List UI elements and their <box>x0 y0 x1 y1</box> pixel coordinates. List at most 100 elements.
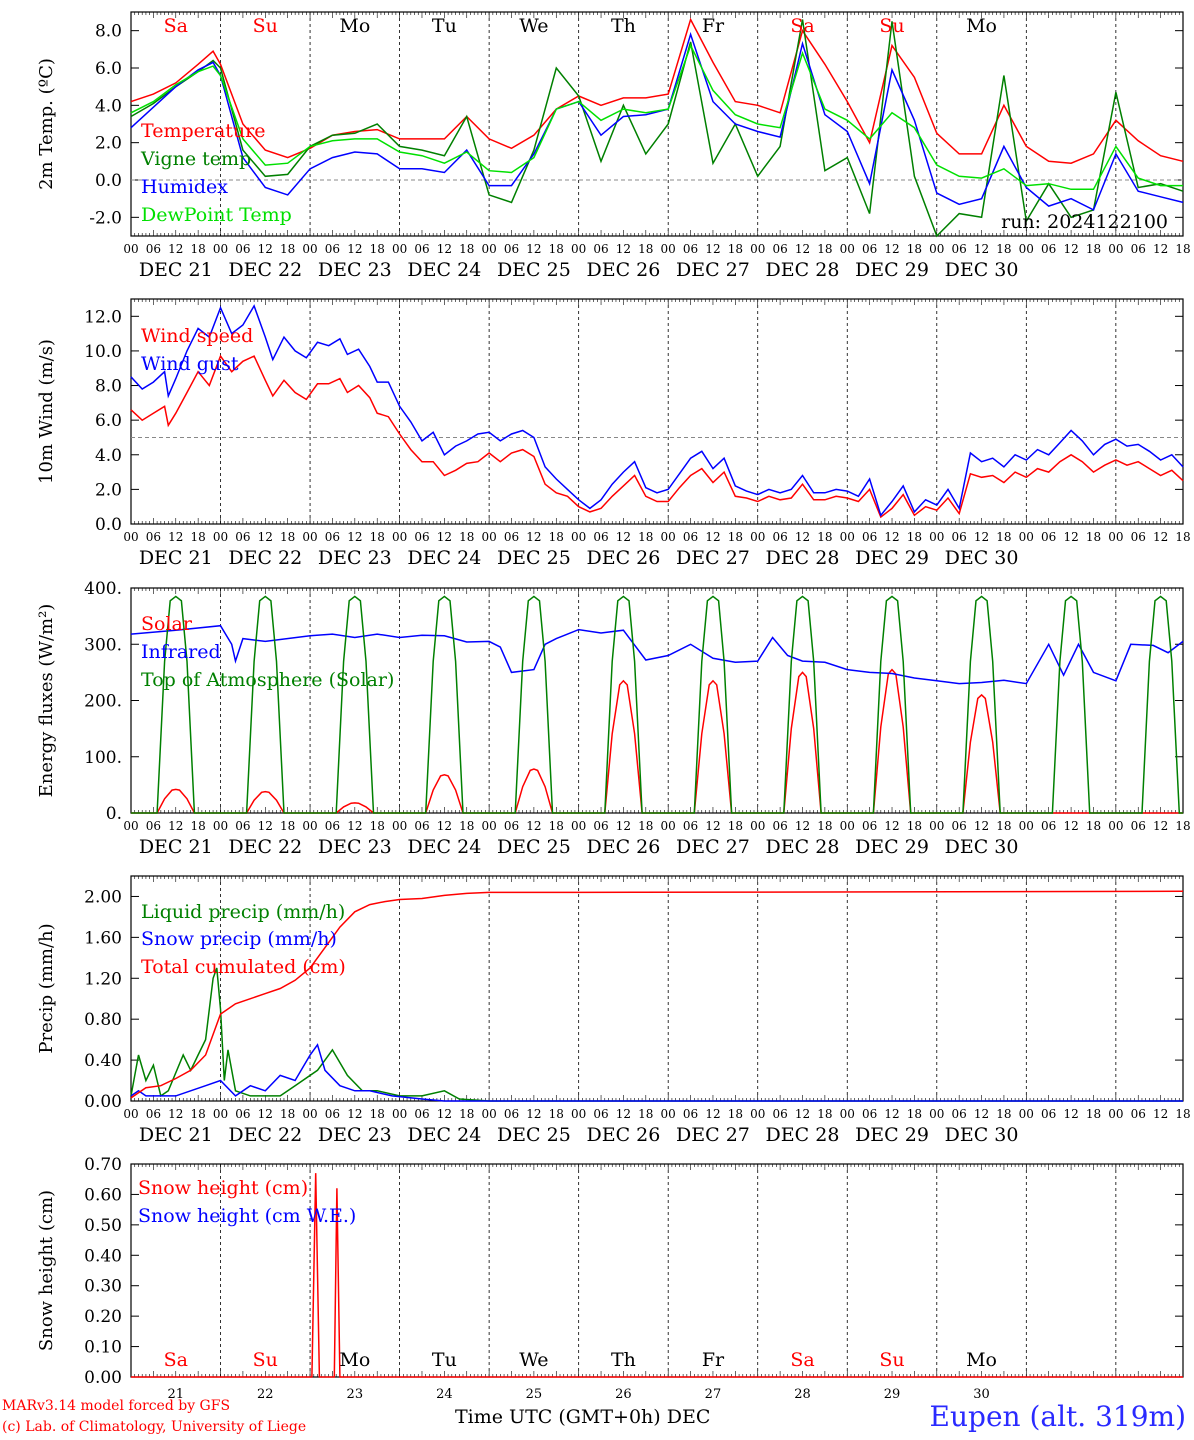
hour-tick-label: 00 <box>123 1107 138 1121</box>
legend-entry: Snow precip (mm/h) <box>141 928 337 950</box>
hour-tick-label: 12 <box>795 819 810 833</box>
hour-tick-label: 12 <box>705 819 720 833</box>
hour-tick-label: 06 <box>952 530 967 544</box>
y-axis-label: 2m Temp. (ºC) <box>36 58 57 190</box>
hour-tick-label: 00 <box>840 819 855 833</box>
series-line <box>130 354 1184 519</box>
series-line <box>130 19 1184 238</box>
date-label: DEC 21 <box>139 259 213 281</box>
hour-tick-label: 00 <box>481 242 496 256</box>
y-tick-label: 0.70 <box>84 1155 122 1175</box>
hour-tick-label: 12 <box>795 1107 810 1121</box>
y-tick-label: 10.0 <box>84 342 122 362</box>
hour-tick-label: 00 <box>661 1107 676 1121</box>
legend-entry: Total cumulated (cm) <box>141 956 346 978</box>
plot-frame <box>130 11 1184 237</box>
hour-tick-label: 12 <box>1153 242 1168 256</box>
date-label: DEC 22 <box>228 259 302 281</box>
hour-tick-label: 06 <box>862 242 877 256</box>
day-name-top: Sa <box>164 15 188 37</box>
y-tick-label: 0. <box>106 804 122 824</box>
hour-tick-label: 00 <box>302 242 317 256</box>
hour-tick-label: 06 <box>1041 1107 1056 1121</box>
hour-tick-label: 12 <box>258 1107 273 1121</box>
day-number: 30 <box>973 1387 990 1402</box>
y-tick-label: 0.80 <box>84 1010 122 1030</box>
hour-tick-label: 06 <box>235 1107 250 1121</box>
hour-tick-label: 12 <box>974 1107 989 1121</box>
hour-tick-label: 06 <box>862 1107 877 1121</box>
hour-tick-label: 00 <box>1019 530 1034 544</box>
date-label: DEC 26 <box>586 836 660 858</box>
y-tick-label: 0.00 <box>84 1092 122 1112</box>
y-tick-label: 8.0 <box>95 22 122 42</box>
hour-tick-label: 12 <box>974 530 989 544</box>
hour-tick-label: 06 <box>414 1107 429 1121</box>
hour-tick-label: 00 <box>481 819 496 833</box>
hour-tick-label: 06 <box>683 530 698 544</box>
day-name-top: Tu <box>432 15 457 37</box>
date-label: DEC 22 <box>228 836 302 858</box>
hour-tick-label: 06 <box>325 819 340 833</box>
hour-tick-label: 00 <box>213 1107 228 1121</box>
day-number: 27 <box>705 1387 722 1402</box>
hour-tick-label: 18 <box>1175 242 1190 256</box>
hour-tick-label: 18 <box>280 530 295 544</box>
date-label: DEC 28 <box>766 547 840 569</box>
hour-tick-label: 06 <box>1131 819 1146 833</box>
hour-tick-label: 06 <box>593 1107 608 1121</box>
series-line <box>131 1173 1183 1378</box>
day-number: 29 <box>884 1387 901 1402</box>
legend-entry: Wind gust <box>141 353 239 375</box>
hour-tick-label: 00 <box>392 1107 407 1121</box>
hour-tick-label: 06 <box>593 530 608 544</box>
hour-tick-label: 00 <box>661 530 676 544</box>
y-tick-label: 1.20 <box>84 969 122 989</box>
y-tick-label: 0.10 <box>84 1338 122 1358</box>
date-label: DEC 25 <box>497 1124 571 1146</box>
hour-tick-label: 12 <box>258 242 273 256</box>
hour-tick-label: 12 <box>1063 1107 1078 1121</box>
hour-tick-label: 12 <box>437 242 452 256</box>
hour-tick-label: 06 <box>325 242 340 256</box>
series-line <box>130 304 1184 517</box>
hour-tick-label: 06 <box>593 819 608 833</box>
hour-tick-label: 12 <box>795 242 810 256</box>
hour-tick-label: 00 <box>929 819 944 833</box>
y-tick-label: 400. <box>84 579 122 599</box>
hour-tick-label: 12 <box>347 1107 362 1121</box>
hour-tick-label: 18 <box>638 1107 653 1121</box>
day-name-bottom: Su <box>253 1349 278 1371</box>
hour-tick-label: 18 <box>817 819 832 833</box>
series-line <box>131 595 1183 814</box>
hour-tick-label: 18 <box>996 242 1011 256</box>
date-label: DEC 23 <box>318 1124 392 1146</box>
hour-tick-label: 18 <box>549 530 564 544</box>
y-axis-label: Precip (mm/h) <box>36 923 57 1053</box>
series-line <box>130 967 1183 1102</box>
legend-entry: Vigne temp <box>140 148 251 170</box>
hour-tick-label: 00 <box>1019 819 1034 833</box>
date-label: DEC 23 <box>318 547 392 569</box>
date-label: DEC 28 <box>766 259 840 281</box>
hour-tick-label: 12 <box>526 819 541 833</box>
plot-frame <box>130 298 1184 525</box>
hour-tick-label: 12 <box>705 242 720 256</box>
series-line <box>130 890 1184 1099</box>
hour-tick-label: 00 <box>571 242 586 256</box>
date-label: DEC 23 <box>318 259 392 281</box>
y-tick-label: 4.0 <box>95 96 122 116</box>
hour-tick-label: 00 <box>302 819 317 833</box>
hour-tick-label: 00 <box>1019 1107 1034 1121</box>
hour-tick-label: 00 <box>840 530 855 544</box>
date-label: DEC 29 <box>855 1124 929 1146</box>
y-tick-label: 2.00 <box>84 887 122 907</box>
hour-tick-label: 12 <box>168 1107 183 1121</box>
hour-tick-label: 12 <box>526 1107 541 1121</box>
hour-tick-label: 18 <box>638 819 653 833</box>
legend-entry: Liquid precip (mm/h) <box>141 901 345 923</box>
day-name-bottom: Mo <box>339 1349 370 1371</box>
hour-tick-label: 12 <box>616 819 631 833</box>
hour-tick-label: 18 <box>638 530 653 544</box>
hour-tick-label: 18 <box>996 530 1011 544</box>
